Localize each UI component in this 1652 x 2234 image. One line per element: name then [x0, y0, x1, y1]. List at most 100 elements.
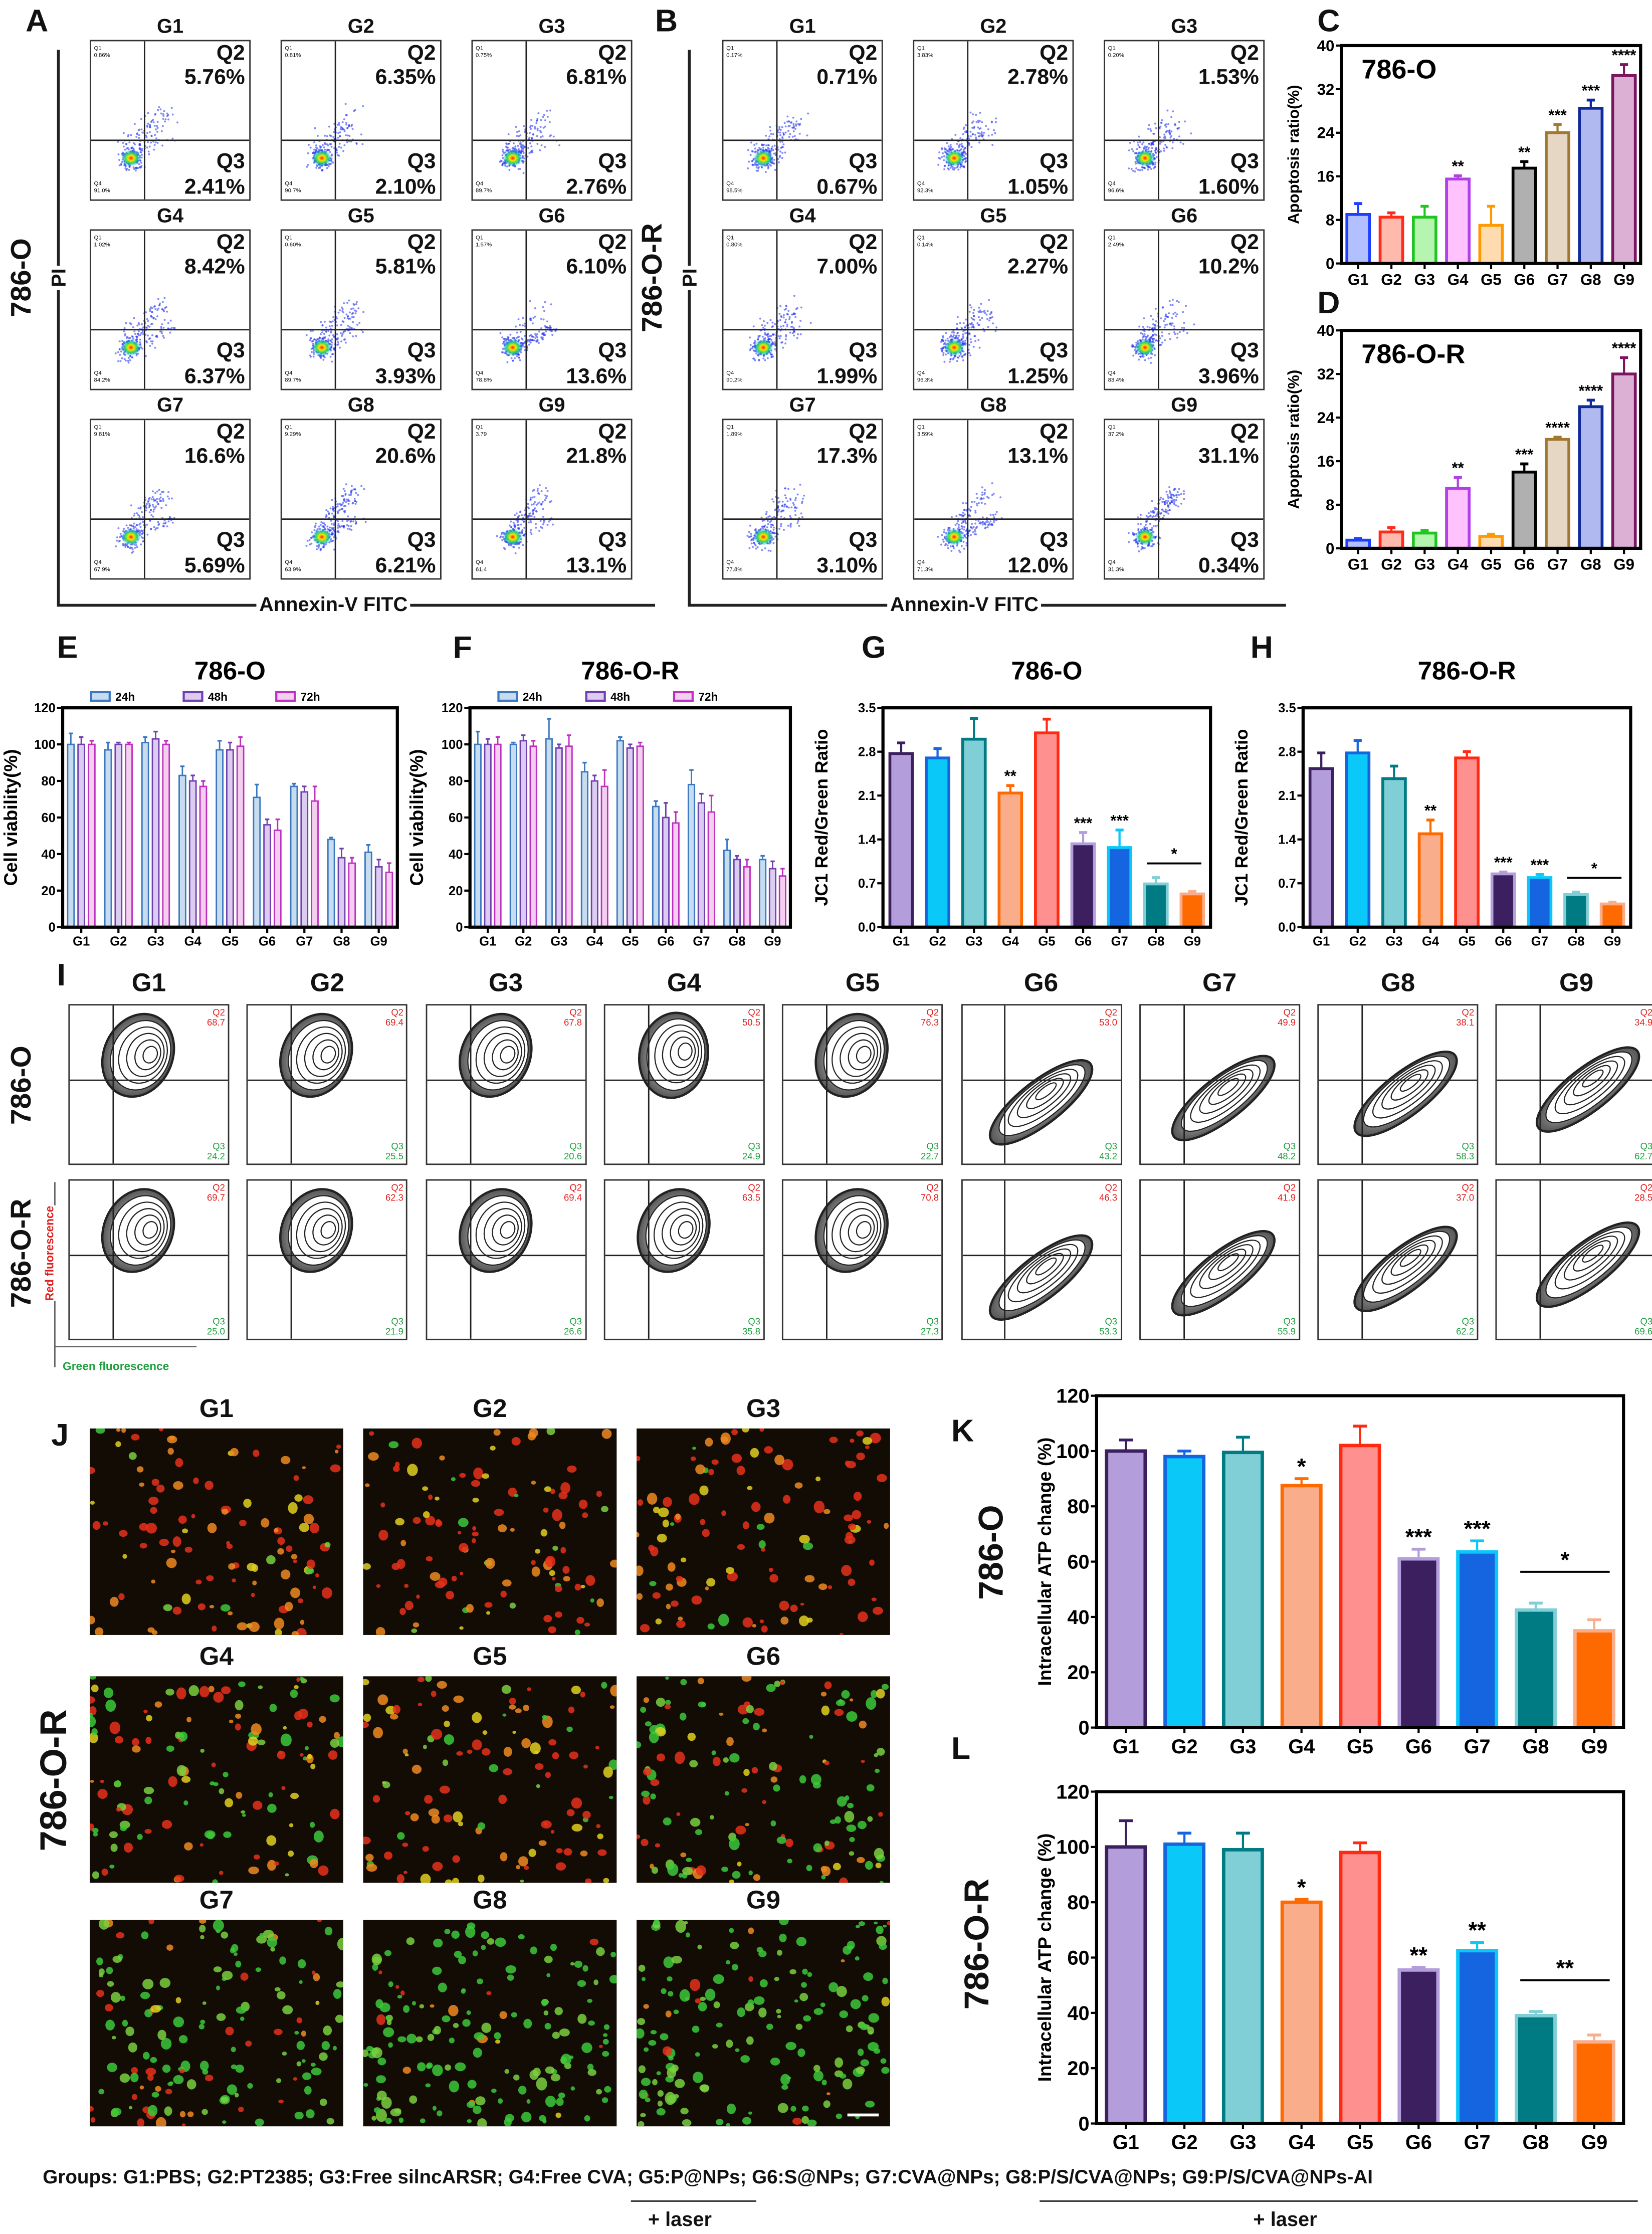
- event-dot: [749, 524, 751, 527]
- event-dot: [360, 133, 362, 136]
- quadrant-hline: [723, 518, 882, 520]
- event-dot: [176, 121, 179, 124]
- event-dot: [1160, 317, 1162, 320]
- event-dot: [362, 105, 364, 107]
- event-dot: [501, 351, 503, 353]
- q4-value: 91.0%: [94, 186, 110, 194]
- event-dot: [128, 524, 131, 526]
- event-dot: [518, 135, 520, 137]
- event-dot: [316, 135, 319, 137]
- event-dot: [789, 497, 791, 500]
- event-dot: [357, 494, 359, 496]
- event-dot: [158, 304, 160, 307]
- event-dot: [1152, 525, 1155, 527]
- event-dot: [324, 134, 326, 137]
- event-dot: [326, 143, 328, 145]
- event-dot: [1147, 357, 1150, 360]
- event-dot: [1155, 127, 1157, 129]
- event-dot: [770, 133, 772, 135]
- event-dot: [341, 308, 344, 310]
- event-dot: [125, 143, 127, 145]
- event-dot: [1141, 333, 1144, 335]
- event-dot: [1164, 318, 1166, 320]
- event-dot: [514, 552, 517, 554]
- event-dot: [1155, 339, 1158, 341]
- event-dot: [543, 310, 545, 312]
- event-dot: [1155, 320, 1157, 323]
- event-dot: [786, 323, 788, 326]
- event-dot: [151, 310, 153, 313]
- event-dot: [507, 146, 509, 149]
- event-dot: [780, 315, 782, 317]
- event-dot: [1163, 320, 1165, 322]
- group-title: G3: [538, 14, 565, 37]
- event-dot: [945, 543, 947, 545]
- event-dot: [786, 115, 789, 118]
- event-dot: [749, 154, 752, 156]
- event-dot: [136, 338, 138, 340]
- panel-label-a: A: [26, 3, 49, 39]
- event-dot: [761, 520, 764, 522]
- event-dot: [995, 326, 998, 329]
- event-dot: [973, 309, 975, 311]
- event-dot: [1144, 524, 1147, 526]
- event-dot: [1171, 147, 1174, 149]
- event-dot: [310, 330, 312, 332]
- flow-plot: Q1 9.29% Q4 63.9% Q2 20.6% Q3 6.21%: [280, 419, 442, 580]
- event-dot: [779, 305, 782, 307]
- event-dot: [544, 334, 546, 336]
- event-dot: [992, 514, 994, 516]
- event-dot: [773, 158, 775, 161]
- event-dot: [780, 523, 782, 525]
- event-dot: [544, 125, 546, 128]
- event-dot: [137, 167, 139, 169]
- event-dot: [336, 344, 339, 346]
- q1-label: Q1: [285, 233, 293, 241]
- event-dot: [546, 495, 548, 497]
- event-dot: [331, 527, 333, 529]
- density-hotspot: [121, 149, 141, 167]
- event-dot: [133, 123, 136, 125]
- event-dot: [799, 333, 802, 335]
- event-dot: [962, 322, 965, 324]
- event-dot: [950, 516, 953, 518]
- event-dot: [327, 330, 330, 332]
- event-dot: [781, 505, 783, 507]
- event-dot: [946, 142, 948, 144]
- event-dot: [350, 308, 352, 310]
- event-dot: [166, 310, 168, 313]
- event-dot: [331, 353, 333, 355]
- event-dot: [319, 333, 322, 335]
- event-dot: [1165, 313, 1167, 316]
- event-dot: [151, 307, 153, 310]
- event-dot: [963, 148, 965, 151]
- event-dot: [529, 519, 532, 522]
- significance-label: ****: [1612, 46, 1636, 64]
- event-dot: [536, 488, 539, 490]
- event-dot: [1137, 516, 1139, 519]
- event-dot: [978, 141, 981, 144]
- event-dot: [516, 524, 519, 526]
- q1-value: 0.81%: [285, 51, 301, 59]
- event-dot: [779, 150, 781, 153]
- event-dot: [971, 527, 974, 530]
- event-dot: [1138, 550, 1140, 552]
- event-dot: [963, 126, 965, 129]
- event-dot: [762, 326, 764, 329]
- q4-value: 77.8%: [726, 565, 743, 573]
- q3-label: Q3: [216, 528, 245, 553]
- event-dot: [342, 502, 344, 504]
- flow-a-y-label: PI: [47, 265, 70, 290]
- bar-G1: [1345, 213, 1371, 265]
- event-dot: [536, 142, 539, 145]
- event-dot: [519, 134, 522, 136]
- event-dot: [770, 338, 773, 341]
- event-dot: [154, 134, 156, 136]
- event-dot: [778, 126, 781, 128]
- event-dot: [949, 166, 952, 169]
- event-dot: [948, 336, 951, 338]
- event-dot: [784, 131, 787, 134]
- event-dot: [167, 322, 169, 324]
- event-dot: [549, 327, 552, 329]
- event-dot: [145, 134, 147, 137]
